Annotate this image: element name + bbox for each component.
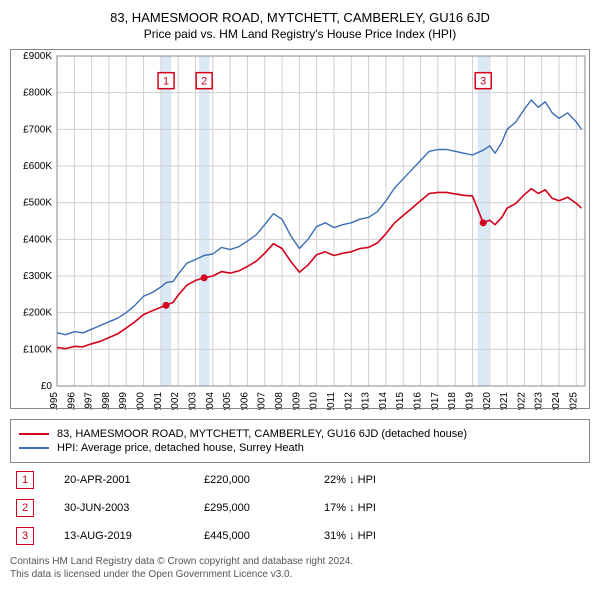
- sale-badge-1: 1: [16, 471, 34, 489]
- svg-text:2017: 2017: [430, 392, 441, 410]
- svg-text:2018: 2018: [447, 392, 458, 410]
- svg-text:2002: 2002: [170, 392, 181, 410]
- sale-diff-3: 31% ↓ HPI: [324, 530, 376, 542]
- svg-text:£100K: £100K: [23, 344, 52, 355]
- svg-text:2015: 2015: [395, 392, 406, 410]
- svg-text:2003: 2003: [187, 392, 198, 410]
- svg-text:£800K: £800K: [23, 88, 52, 99]
- svg-text:2014: 2014: [378, 392, 389, 410]
- chart-svg: £0 £100K £200K £300K £400K £500K £600K £700K £80…: [11, 50, 591, 410]
- sale-price-3: £445,000: [204, 530, 294, 542]
- chart-subtitle: Price paid vs. HM Land Registry's House …: [10, 27, 590, 41]
- svg-text:2008: 2008: [274, 392, 285, 410]
- footnote: Contains HM Land Registry data © Crown c…: [10, 555, 590, 581]
- svg-text:2009: 2009: [291, 392, 302, 410]
- sale-date-3: 13-AUG-2019: [64, 530, 174, 542]
- legend-swatch-hpi: [19, 447, 49, 449]
- svg-text:2006: 2006: [239, 392, 250, 410]
- svg-text:£400K: £400K: [23, 234, 52, 245]
- svg-text:2000: 2000: [136, 392, 147, 410]
- svg-text:£600K: £600K: [23, 161, 52, 172]
- svg-text:2005: 2005: [222, 392, 233, 410]
- svg-text:£200K: £200K: [23, 308, 52, 319]
- svg-text:1: 1: [163, 76, 169, 88]
- svg-text:1996: 1996: [66, 392, 77, 410]
- legend-label-property: 83, HAMESMOOR ROAD, MYTCHETT, CAMBERLEY,…: [57, 428, 467, 440]
- svg-text:2004: 2004: [205, 392, 216, 410]
- svg-text:1997: 1997: [84, 392, 95, 410]
- sale-date-1: 20-APR-2001: [64, 474, 174, 486]
- svg-text:2007: 2007: [257, 392, 268, 410]
- sale-row-3: 3 13-AUG-2019 £445,000 31% ↓ HPI: [10, 527, 590, 545]
- figure-container: 83, HAMESMOOR ROAD, MYTCHETT, CAMBERLEY,…: [0, 0, 600, 590]
- svg-text:2020: 2020: [482, 392, 493, 410]
- sale-diff-2: 17% ↓ HPI: [324, 502, 376, 514]
- svg-text:£500K: £500K: [23, 198, 52, 209]
- legend-swatch-property: [19, 433, 49, 435]
- svg-text:2023: 2023: [534, 392, 545, 410]
- sale-row-2: 2 30-JUN-2003 £295,000 17% ↓ HPI: [10, 499, 590, 517]
- legend-label-hpi: HPI: Average price, detached house, Surr…: [57, 442, 304, 454]
- sale-row-1: 1 20-APR-2001 £220,000 22% ↓ HPI: [10, 471, 590, 489]
- svg-text:£700K: £700K: [23, 124, 52, 135]
- svg-text:2013: 2013: [361, 392, 372, 410]
- svg-text:1998: 1998: [101, 392, 112, 410]
- svg-text:£300K: £300K: [23, 271, 52, 282]
- svg-text:2001: 2001: [153, 392, 164, 410]
- sale-price-2: £295,000: [204, 502, 294, 514]
- svg-text:£0: £0: [41, 381, 53, 392]
- svg-text:2010: 2010: [309, 392, 320, 410]
- legend-box: 83, HAMESMOOR ROAD, MYTCHETT, CAMBERLEY,…: [10, 419, 590, 463]
- footnote-line-1: Contains HM Land Registry data © Crown c…: [10, 556, 353, 567]
- svg-text:2021: 2021: [499, 392, 510, 410]
- chart-area: £0 £100K £200K £300K £400K £500K £600K £700K £80…: [10, 49, 590, 409]
- sale-badge-3: 3: [16, 527, 34, 545]
- chart-title: 83, HAMESMOOR ROAD, MYTCHETT, CAMBERLEY,…: [10, 10, 590, 25]
- legend-item-property: 83, HAMESMOOR ROAD, MYTCHETT, CAMBERLEY,…: [19, 428, 581, 440]
- svg-text:2016: 2016: [413, 392, 424, 410]
- svg-text:£900K: £900K: [23, 51, 52, 62]
- svg-text:2: 2: [201, 76, 207, 88]
- svg-text:1999: 1999: [118, 392, 129, 410]
- legend-item-hpi: HPI: Average price, detached house, Surr…: [19, 442, 581, 454]
- sale-badge-2: 2: [16, 499, 34, 517]
- svg-text:2022: 2022: [516, 392, 527, 410]
- svg-text:2025: 2025: [568, 392, 579, 410]
- sale-diff-1: 22% ↓ HPI: [324, 474, 376, 486]
- svg-text:2024: 2024: [551, 392, 562, 410]
- svg-text:2012: 2012: [343, 392, 354, 410]
- sale-price-1: £220,000: [204, 474, 294, 486]
- sale-date-2: 30-JUN-2003: [64, 502, 174, 514]
- footnote-line-2: This data is licensed under the Open Gov…: [10, 569, 292, 580]
- svg-text:2019: 2019: [464, 392, 475, 410]
- svg-text:2011: 2011: [326, 392, 337, 410]
- svg-text:3: 3: [480, 76, 486, 88]
- sales-table: 1 20-APR-2001 £220,000 22% ↓ HPI 2 30-JU…: [10, 471, 590, 545]
- svg-text:1995: 1995: [49, 392, 60, 410]
